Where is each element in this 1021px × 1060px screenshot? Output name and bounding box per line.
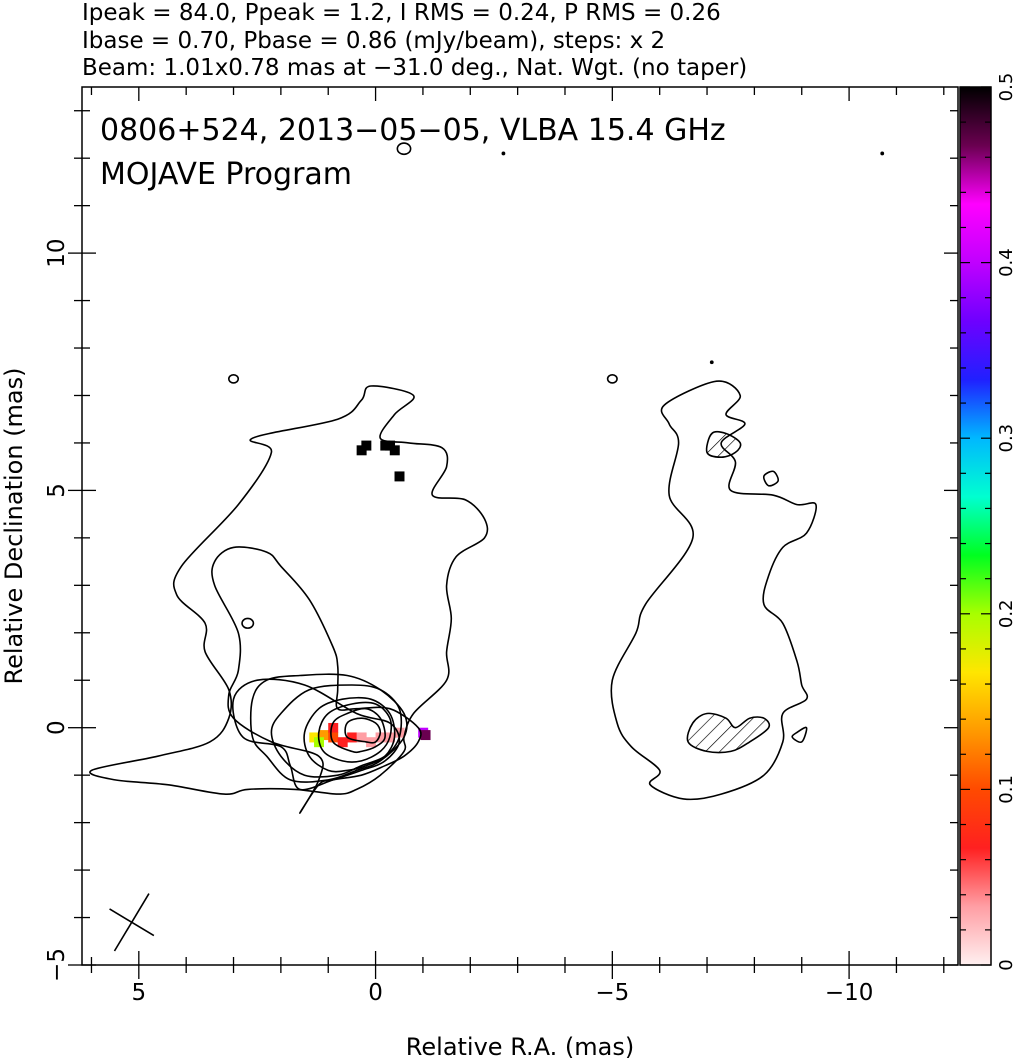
- small-contour-ring: [227, 374, 240, 384]
- small-contour-dot: [880, 151, 885, 156]
- contour-line: [610, 380, 817, 801]
- plot-frame: [81, 86, 959, 966]
- small-feature-layer: [227, 142, 885, 629]
- y-tick-label: 5: [44, 483, 70, 498]
- contour-line: [762, 470, 780, 487]
- polarization-pixel-layer: [309, 440, 431, 748]
- polarization-pixel: [328, 732, 339, 743]
- contour-line: [211, 546, 422, 814]
- polarization-pixel: [318, 730, 329, 741]
- contour-line: [317, 701, 393, 763]
- polarization-pixel: [356, 732, 367, 743]
- small-contour-dot: [501, 151, 506, 156]
- header-line-2: Ibase = 0.70, Pbase = 0.86 (mJy/beam), s…: [82, 28, 665, 54]
- contour-line: [705, 430, 742, 458]
- contour-line: [303, 696, 396, 773]
- colorbar-tick-label: 0.2: [996, 599, 1017, 628]
- polarization-pixel: [356, 445, 367, 456]
- y-tick-label: −5: [44, 948, 70, 982]
- polarization-pixel: [328, 722, 339, 733]
- header-line-1: Ipeak = 84.0, Ppeak = 1.2, I RMS = 0.24,…: [82, 0, 721, 26]
- y-axis-label: Relative Declination (mas): [0, 367, 28, 684]
- map-title-line-2: MOJAVE Program: [100, 157, 352, 192]
- contour-line: [791, 726, 808, 744]
- x-tick-label: 0: [368, 980, 383, 1006]
- header-line-3: Beam: 1.01x0.78 mas at −31.0 deg., Nat. …: [82, 55, 747, 81]
- contour-layer: [89, 380, 817, 814]
- colorbar: [959, 86, 992, 966]
- contour-line: [232, 678, 401, 791]
- axis-ticks: [68, 87, 958, 979]
- beam-cross: [109, 893, 155, 952]
- colorbar-tick-label: 0.4: [996, 248, 1017, 277]
- x-tick-labels: 5 0 −5 −10: [132, 980, 874, 1006]
- x-axis-label: Relative R.A. (mas): [406, 1033, 634, 1060]
- small-contour-ring: [241, 617, 255, 629]
- colorbar-tick-label: 0.3: [996, 424, 1017, 453]
- contour-line: [344, 717, 382, 744]
- x-tick-label: −5: [595, 980, 629, 1006]
- y-tick-label: 10: [44, 238, 70, 267]
- polarization-pixel: [375, 732, 386, 743]
- contour-line: [249, 673, 408, 783]
- map-title-line-1: 0806+524, 2013−05−05, VLBA 15.4 GHz: [100, 113, 726, 148]
- hatched-region-layer: [687, 431, 770, 753]
- polarization-pixel: [347, 732, 358, 743]
- polarization-pixel: [337, 737, 348, 748]
- beam-minor-axis: [109, 908, 155, 937]
- contour-line: [330, 707, 386, 754]
- colorbar-tick-label: 0.5: [996, 73, 1017, 102]
- hatched-region: [706, 431, 741, 458]
- small-contour-ring: [396, 142, 412, 156]
- colorbar-ticks: 0 0.1 0.2 0.3 0.4 0.5: [960, 73, 1017, 971]
- x-tick-label: −10: [825, 980, 874, 1006]
- polarization-pixel: [420, 730, 431, 741]
- contour-line: [686, 712, 771, 754]
- y-tick-labels: −5 0 5 10: [44, 238, 70, 981]
- polarization-pixel: [394, 471, 405, 482]
- small-contour-ring: [606, 374, 618, 384]
- polarization-pixel: [389, 445, 400, 456]
- hatched-region: [687, 713, 770, 753]
- colorbar-tick-label: 0.1: [996, 775, 1017, 804]
- y-tick-label: 0: [44, 720, 70, 735]
- contour-line: [89, 385, 489, 795]
- polarization-pixel: [394, 727, 405, 738]
- colorbar-tick-label: 0: [996, 959, 1017, 970]
- x-tick-label: 5: [132, 980, 147, 1006]
- contour-line: [270, 684, 403, 778]
- polarization-pixel: [380, 440, 391, 451]
- small-contour-dot: [709, 360, 714, 365]
